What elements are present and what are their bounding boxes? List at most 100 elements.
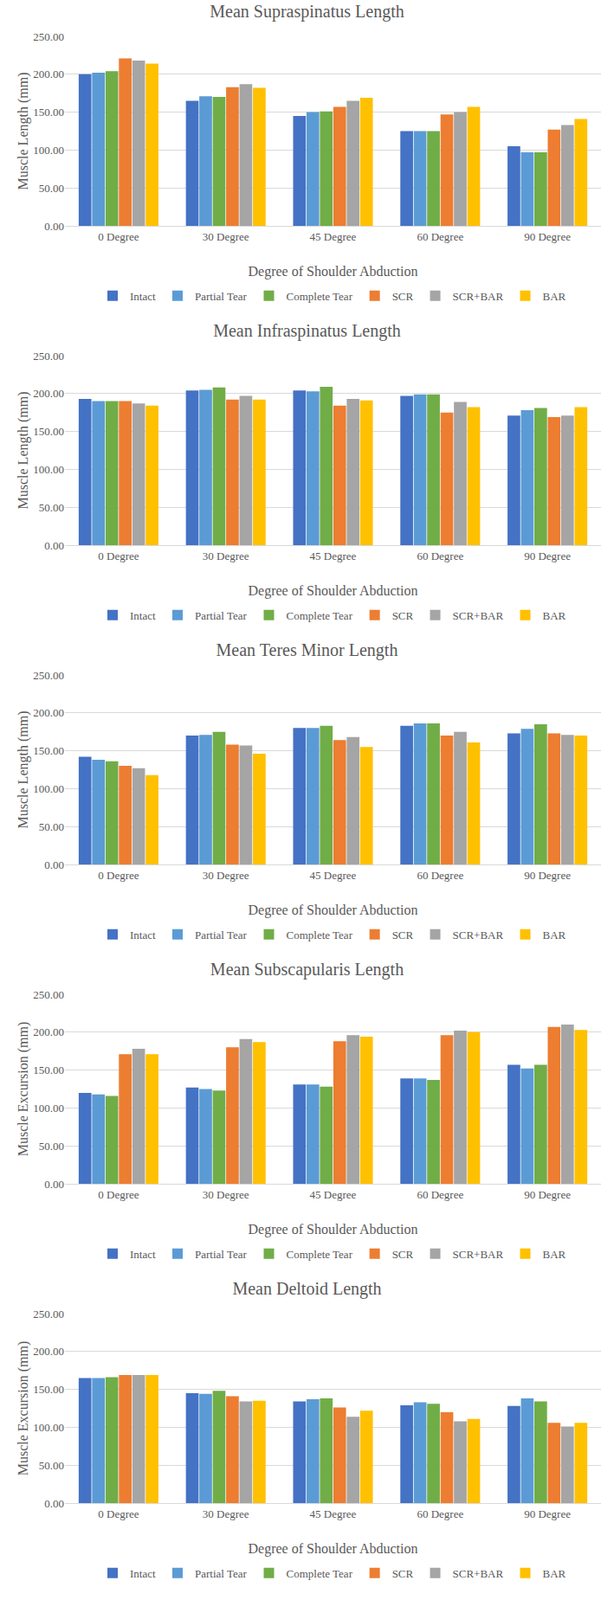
svg-text:60 Degree: 60 Degree [416,1189,464,1203]
svg-text:90 Degree: 90 Degree [523,869,571,883]
svg-text:Intact: Intact [129,929,156,943]
svg-text:Muscle Excursion (mm): Muscle Excursion (mm) [15,1022,32,1158]
svg-text:Mean Supraspinatus Length: Mean Supraspinatus Length [209,1,404,22]
svg-text:45 Degree: 45 Degree [310,1508,357,1522]
svg-text:SCR: SCR [392,1248,414,1262]
svg-text:Intact: Intact [129,290,156,304]
svg-text:60 Degree: 60 Degree [416,230,464,244]
svg-text:100.00: 100.00 [32,143,65,157]
svg-text:250.00: 250.00 [32,30,65,44]
svg-text:60 Degree: 60 Degree [416,869,464,883]
svg-text:0 Degree: 0 Degree [97,549,140,563]
svg-text:150.00: 150.00 [32,1383,65,1397]
svg-text:30 Degree: 30 Degree [202,869,250,883]
svg-text:Mean Subscapularis Length: Mean Subscapularis Length [210,960,404,981]
svg-text:50.00: 50.00 [38,820,65,834]
svg-text:100.00: 100.00 [32,1421,65,1435]
svg-text:Degree of Shoulder Abduction: Degree of Shoulder Abduction [248,903,419,919]
svg-text:Partial Tear: Partial Tear [194,290,248,304]
svg-text:Complete Tear: Complete Tear [286,290,354,304]
svg-text:Complete Tear: Complete Tear [286,929,354,943]
svg-text:Mean Teres Minor Length: Mean Teres Minor Length [216,640,399,661]
svg-text:30 Degree: 30 Degree [202,230,250,244]
svg-text:60 Degree: 60 Degree [416,1508,464,1522]
svg-text:50.00: 50.00 [38,181,65,195]
svg-text:60 Degree: 60 Degree [416,549,464,563]
svg-text:200.00: 200.00 [32,1026,65,1040]
svg-text:SCR: SCR [392,609,414,623]
svg-text:250.00: 250.00 [32,669,65,683]
svg-text:SCR+BAR: SCR+BAR [452,929,505,943]
svg-text:0 Degree: 0 Degree [97,1508,140,1522]
svg-text:Partial Tear: Partial Tear [194,929,248,943]
svg-text:150.00: 150.00 [32,105,65,119]
svg-text:45 Degree: 45 Degree [310,1189,357,1203]
svg-text:Intact: Intact [129,1248,156,1262]
svg-text:Intact: Intact [129,609,156,623]
svg-text:Degree of Shoulder Abduction: Degree of Shoulder Abduction [248,1222,419,1239]
svg-text:150.00: 150.00 [32,744,65,758]
svg-text:0.00: 0.00 [44,1178,65,1192]
svg-text:100.00: 100.00 [32,463,65,477]
svg-text:0.00: 0.00 [44,219,65,233]
svg-text:45 Degree: 45 Degree [310,230,357,244]
svg-text:BAR: BAR [542,929,567,943]
svg-text:Complete Tear: Complete Tear [286,1248,354,1262]
svg-text:Partial Tear: Partial Tear [194,609,248,623]
svg-text:SCR+BAR: SCR+BAR [452,290,505,304]
svg-text:SCR+BAR: SCR+BAR [452,609,505,623]
svg-text:0.00: 0.00 [44,1498,65,1512]
svg-text:BAR: BAR [542,1248,567,1262]
svg-text:Partial Tear: Partial Tear [194,1248,248,1262]
svg-text:30 Degree: 30 Degree [202,549,250,563]
svg-text:250.00: 250.00 [32,988,65,1002]
svg-text:BAR: BAR [542,1568,567,1582]
svg-text:Muscle Excursion (mm): Muscle Excursion (mm) [15,1342,32,1478]
svg-text:Complete Tear: Complete Tear [286,1568,354,1582]
svg-text:SCR: SCR [392,290,414,304]
svg-text:BAR: BAR [542,609,567,623]
svg-text:0 Degree: 0 Degree [97,1189,140,1203]
svg-text:45 Degree: 45 Degree [310,869,357,883]
svg-text:45 Degree: 45 Degree [310,549,357,563]
svg-text:Complete Tear: Complete Tear [286,609,354,623]
svg-text:150.00: 150.00 [32,1064,65,1078]
svg-text:SCR+BAR: SCR+BAR [452,1568,505,1582]
svg-text:0.00: 0.00 [44,859,65,873]
svg-text:90 Degree: 90 Degree [523,1508,571,1522]
svg-text:SCR: SCR [392,929,414,943]
svg-text:200.00: 200.00 [32,706,65,720]
svg-text:50.00: 50.00 [38,1460,65,1474]
svg-text:0 Degree: 0 Degree [97,869,140,883]
svg-text:BAR: BAR [542,290,567,304]
svg-text:90 Degree: 90 Degree [523,549,571,563]
svg-text:0.00: 0.00 [44,539,65,553]
svg-text:200.00: 200.00 [32,67,65,81]
svg-text:Degree of Shoulder Abduction: Degree of Shoulder Abduction [248,583,419,600]
svg-text:200.00: 200.00 [32,1345,65,1359]
svg-text:SCR+BAR: SCR+BAR [452,1248,505,1262]
svg-text:SCR: SCR [392,1568,414,1582]
svg-text:Intact: Intact [129,1568,156,1582]
svg-text:250.00: 250.00 [32,349,65,363]
svg-text:Degree of Shoulder Abduction: Degree of Shoulder Abduction [248,264,419,280]
svg-text:90 Degree: 90 Degree [523,230,571,244]
svg-text:30 Degree: 30 Degree [202,1189,250,1203]
svg-text:50.00: 50.00 [38,501,65,515]
svg-text:100.00: 100.00 [32,782,65,796]
svg-text:50.00: 50.00 [38,1140,65,1154]
svg-text:Muscle Length (mm): Muscle Length (mm) [15,72,32,191]
svg-text:100.00: 100.00 [32,1102,65,1116]
svg-text:90 Degree: 90 Degree [523,1189,571,1203]
svg-text:30 Degree: 30 Degree [202,1508,250,1522]
svg-text:Muscle Length (mm): Muscle Length (mm) [15,392,32,511]
svg-text:Mean Infraspinatus Length: Mean Infraspinatus Length [213,321,401,342]
svg-text:200.00: 200.00 [32,387,65,401]
svg-text:0 Degree: 0 Degree [97,230,140,244]
svg-text:Mean Deltoid Length: Mean Deltoid Length [232,1279,382,1300]
svg-text:Degree of Shoulder Abduction: Degree of Shoulder Abduction [248,1542,419,1558]
svg-text:Muscle Length (mm): Muscle Length (mm) [15,711,32,830]
svg-text:150.00: 150.00 [32,425,65,439]
svg-text:Partial Tear: Partial Tear [194,1568,248,1582]
svg-text:250.00: 250.00 [32,1308,65,1322]
